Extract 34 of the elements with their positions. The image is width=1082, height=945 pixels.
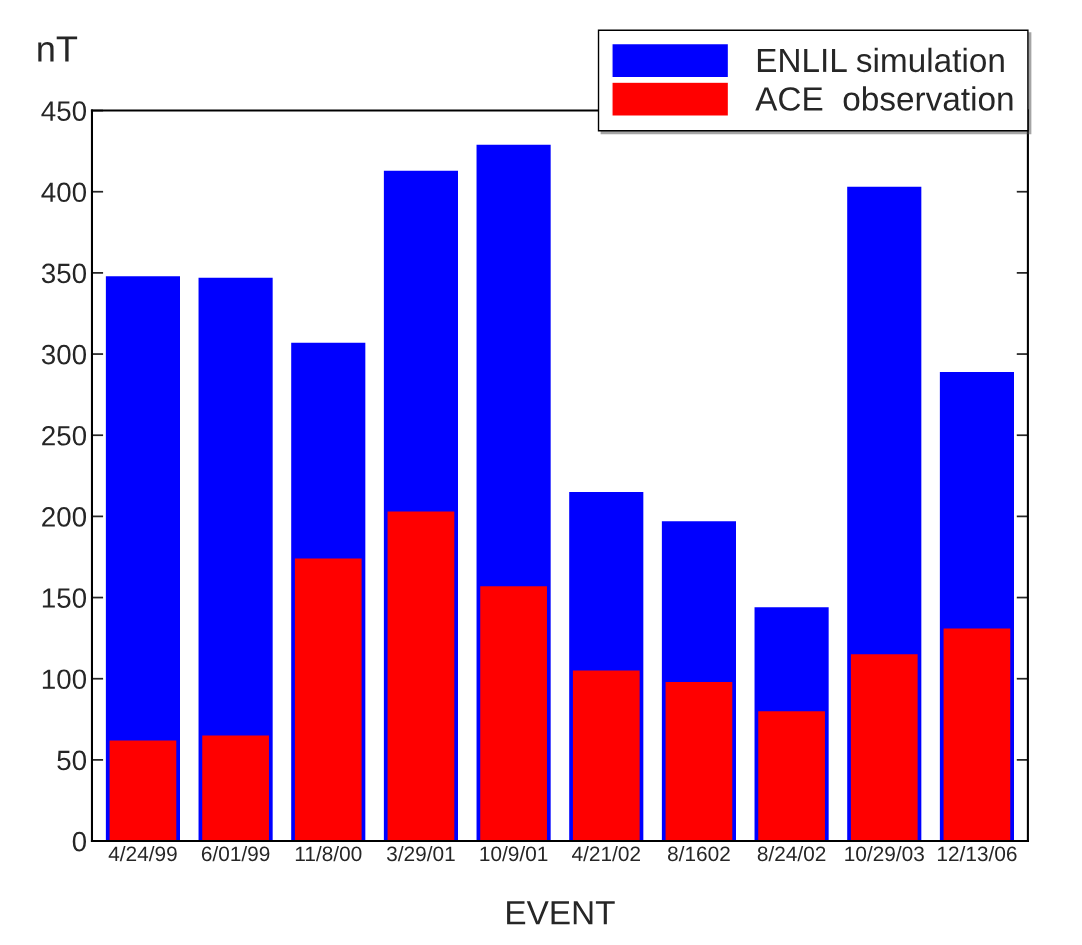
- y-tick-label: 250: [42, 425, 87, 446]
- x-tick-label: 10/29/03: [845, 845, 924, 862]
- y-tick-label: 0: [72, 831, 87, 852]
- bar: [202, 735, 269, 842]
- y-tick-label: 50: [57, 750, 87, 771]
- x-tick-label: 10/9/01: [480, 845, 548, 862]
- bar: [109, 740, 177, 842]
- x-tick-label: 8/24/02: [757, 845, 826, 862]
- y-tick-label: 150: [42, 588, 87, 608]
- bar: [572, 670, 640, 842]
- bar: [943, 628, 1011, 842]
- bar: [480, 586, 547, 842]
- y-tick-label: 400: [41, 182, 87, 203]
- x-tick-label: 6/01/99: [201, 845, 270, 862]
- legend-label: ENLIL simulation: [757, 47, 1004, 73]
- y-tick-label: 350: [41, 263, 87, 284]
- x-tick-label: 4/21/02: [572, 845, 640, 862]
- x-axis-title: EVENT: [507, 901, 615, 925]
- y-tick-label: 100: [42, 669, 87, 690]
- y-axis-title: nT: [38, 36, 78, 62]
- x-tick-label: 8/1602: [667, 845, 730, 862]
- bar: [665, 681, 733, 842]
- y-tick-label: 200: [42, 507, 87, 527]
- bar: [387, 511, 455, 842]
- legend-label: ACE observation: [755, 86, 1013, 111]
- x-tick-label: 3/29/01: [386, 845, 455, 862]
- bar: [294, 558, 362, 842]
- x-tick-label: 4/24/99: [108, 845, 177, 862]
- x-tick-label: 11/8/00: [295, 845, 362, 862]
- bar: [850, 654, 918, 842]
- x-tick-label: 12/13/06: [937, 845, 1017, 862]
- bar: [758, 711, 825, 842]
- y-tick-label: 300: [41, 344, 87, 365]
- y-tick-label: 450: [41, 101, 87, 121]
